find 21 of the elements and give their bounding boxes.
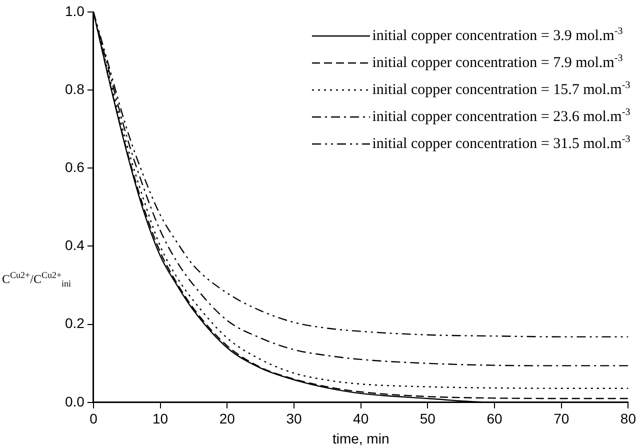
y-tick-label: 0.8 <box>64 80 85 97</box>
legend-label: initial copper concentration = 15.7 mol.m$^{-3}$ <box>372 80 630 99</box>
legend-label: initial copper concentration = 23.6 mol.m$^{-3}$ <box>372 107 630 126</box>
x-axis-title: time, min <box>332 430 390 446</box>
x-tick-label: 10 <box>152 410 168 427</box>
y-tick-label: 0.0 <box>64 393 85 410</box>
x-tick-label: 80 <box>620 410 636 427</box>
y-tick-label: 0.2 <box>64 315 85 332</box>
y-tick-label: 0.6 <box>64 159 85 176</box>
y-tick-label: 1.0 <box>64 2 85 19</box>
legend-label: initial copper concentration = 31.5 mol.m$^{-3}$ <box>372 134 630 153</box>
x-tick-label: 40 <box>353 410 369 427</box>
x-tick-label: 30 <box>286 410 302 427</box>
y-tick-label: 0.4 <box>64 237 85 254</box>
legend-label: initial copper concentration = 7.9 mol.m$^{-3}$ <box>372 53 623 72</box>
x-tick-label: 50 <box>420 410 436 427</box>
x-tick-label: 20 <box>219 410 236 427</box>
x-tick-label: 0 <box>90 410 98 427</box>
x-tick-label: 70 <box>554 410 570 427</box>
x-tick-label: 60 <box>486 410 503 427</box>
legend-label: initial copper concentration = 3.9 mol.m$^{-3}$ <box>372 26 623 45</box>
